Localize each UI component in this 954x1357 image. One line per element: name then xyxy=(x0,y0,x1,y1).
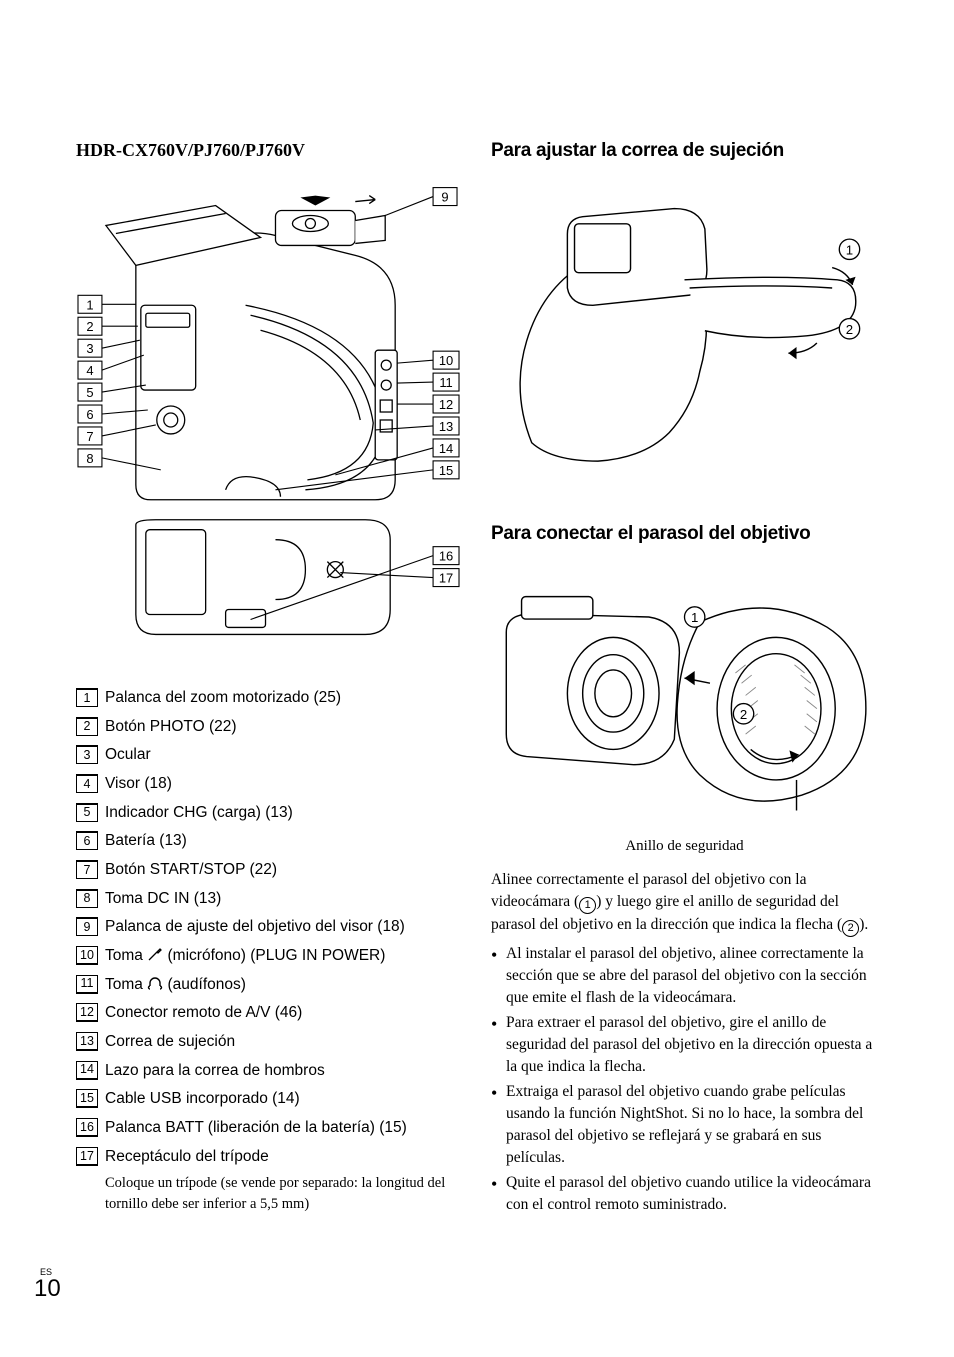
part-label: Botón PHOTO (22) xyxy=(105,713,463,742)
circle-1-icon: 1 xyxy=(579,897,596,914)
hood-bullets: Al instalar el parasol del objetivo, ali… xyxy=(491,943,878,1216)
part-label: Conector remoto de A/V (46) xyxy=(105,999,463,1028)
model-title: HDR-CX760V/PJ760/PJ760V xyxy=(76,140,463,161)
part-number-box: 12 xyxy=(76,1003,98,1022)
part-label: Lazo para la correa de hombros xyxy=(105,1057,463,1086)
page-number-value: 10 xyxy=(34,1275,61,1302)
svg-text:15: 15 xyxy=(439,463,453,478)
part-number-box: 9 xyxy=(76,917,98,936)
part-label: Botón START/STOP (22) xyxy=(105,856,463,885)
part-label: Toma DC IN (13) xyxy=(105,885,463,914)
part-label: Cable USB incorporado (14) xyxy=(105,1085,463,1114)
headphone-icon xyxy=(147,975,163,991)
circle-2-icon: 2 xyxy=(842,920,859,937)
svg-text:5: 5 xyxy=(86,385,93,400)
part-item: 9 Palanca de ajuste del objetivo del viso… xyxy=(76,913,463,942)
part-item: 1 Palanca del zoom motorizado (25) xyxy=(76,684,463,713)
part-number-box: 5 xyxy=(76,803,98,822)
part-item: 4 Visor (18) xyxy=(76,770,463,799)
parts-list: 1 Palanca del zoom motorizado (25) 2 Botón … xyxy=(76,684,463,1215)
part-number-box: 1 xyxy=(76,688,98,707)
bullet-item: Al instalar el parasol del objetivo, ali… xyxy=(491,943,878,1009)
hood-intro: Alinee correctamente el parasol del obje… xyxy=(491,869,878,937)
part-number-box: 15 xyxy=(76,1089,98,1108)
part-number-box: 6 xyxy=(76,831,98,850)
strap-illustration: 1 2 xyxy=(491,178,878,484)
svg-text:3: 3 xyxy=(86,341,93,356)
part-number-box: 13 xyxy=(76,1032,98,1051)
bullet-item: Para extraer el parasol del objetivo, gi… xyxy=(491,1012,878,1078)
part-label: Indicador CHG (carga) (13) xyxy=(105,799,463,828)
mic-icon xyxy=(147,946,163,962)
bullet-item: Extraiga el parasol del objetivo cuando … xyxy=(491,1081,878,1169)
part-label: Toma (audífonos) xyxy=(105,971,463,1000)
hood-caption: Anillo de seguridad xyxy=(491,838,878,855)
part-item: 16 Palanca BATT (liberación de la batería… xyxy=(76,1114,463,1143)
part-label: Palanca de ajuste del objetivo del visor… xyxy=(105,913,463,942)
part-item: 11 Toma (audífonos) xyxy=(76,971,463,1000)
part-item: 5 Indicador CHG (carga) (13) xyxy=(76,799,463,828)
part-number-box: 3 xyxy=(76,745,98,764)
hood-heading: Para conectar el parasol del objetivo xyxy=(491,523,878,545)
svg-text:10: 10 xyxy=(439,353,453,368)
right-column: Para ajustar la correa de sujeción xyxy=(491,140,878,1219)
parts-diagram: 1 2 3 4 5 6 7 8 9 10 11 12 13 14 15 xyxy=(76,175,463,655)
t: ). xyxy=(859,916,868,933)
part-item: 8 Toma DC IN (13) xyxy=(76,885,463,914)
part-label: Batería (13) xyxy=(105,827,463,856)
svg-text:4: 4 xyxy=(86,363,93,378)
part-number-box: 16 xyxy=(76,1118,98,1137)
svg-text:1: 1 xyxy=(691,610,698,625)
svg-text:1: 1 xyxy=(846,242,853,257)
part-number-box: 4 xyxy=(76,774,98,793)
part-item: 7 Botón START/STOP (22) xyxy=(76,856,463,885)
part-item: 15 Cable USB incorporado (14) xyxy=(76,1085,463,1114)
svg-text:11: 11 xyxy=(439,375,452,390)
part-number-box: 14 xyxy=(76,1061,98,1080)
part-item: 2 Botón PHOTO (22) xyxy=(76,713,463,742)
part-item: 17 Receptáculo del trípode xyxy=(76,1143,463,1172)
svg-text:2: 2 xyxy=(86,319,93,334)
svg-text:2: 2 xyxy=(846,322,853,337)
part-note: Coloque un trípode (se vende por separad… xyxy=(105,1173,463,1215)
part-number-box: 10 xyxy=(76,946,98,965)
svg-text:12: 12 xyxy=(439,397,453,412)
part-number-box: 8 xyxy=(76,889,98,908)
part-item: 10 Toma (micrófono) (PLUG IN POWER) xyxy=(76,942,463,971)
svg-text:16: 16 xyxy=(439,549,453,564)
part-item: 12 Conector remoto de A/V (46) xyxy=(76,999,463,1028)
part-label: Palanca BATT (liberación de la batería) … xyxy=(105,1114,463,1143)
page-number: ES 10 xyxy=(34,1267,61,1303)
part-number-box: 17 xyxy=(76,1147,98,1166)
part-label: Toma (micrófono) (PLUG IN POWER) xyxy=(105,942,463,971)
bullet-item: Quite el parasol del objetivo cuando uti… xyxy=(491,1172,878,1216)
part-number-box: 2 xyxy=(76,717,98,736)
part-item: 6 Batería (13) xyxy=(76,827,463,856)
part-label: Visor (18) xyxy=(105,770,463,799)
part-item: 14 Lazo para la correa de hombros xyxy=(76,1057,463,1086)
left-column: HDR-CX760V/PJ760/PJ760V xyxy=(76,140,463,1219)
svg-text:14: 14 xyxy=(439,441,453,456)
part-number-box: 11 xyxy=(76,975,98,994)
part-item: 3 Ocular xyxy=(76,741,463,770)
svg-text:9: 9 xyxy=(441,190,448,205)
strap-heading: Para ajustar la correa de sujeción xyxy=(491,140,878,162)
part-label: Receptáculo del trípode xyxy=(105,1143,463,1172)
part-label: Ocular xyxy=(105,741,463,770)
svg-text:7: 7 xyxy=(86,429,93,444)
svg-text:6: 6 xyxy=(86,407,93,422)
part-label: Palanca del zoom motorizado (25) xyxy=(105,684,463,713)
part-label: Correa de sujeción xyxy=(105,1028,463,1057)
part-item: 13 Correa de sujeción xyxy=(76,1028,463,1057)
svg-text:13: 13 xyxy=(439,419,453,434)
svg-text:1: 1 xyxy=(86,297,93,312)
part-number-box: 7 xyxy=(76,860,98,879)
svg-text:2: 2 xyxy=(740,706,747,721)
svg-text:8: 8 xyxy=(86,451,93,466)
svg-text:17: 17 xyxy=(439,571,453,586)
hood-illustration: 1 2 xyxy=(491,561,878,826)
